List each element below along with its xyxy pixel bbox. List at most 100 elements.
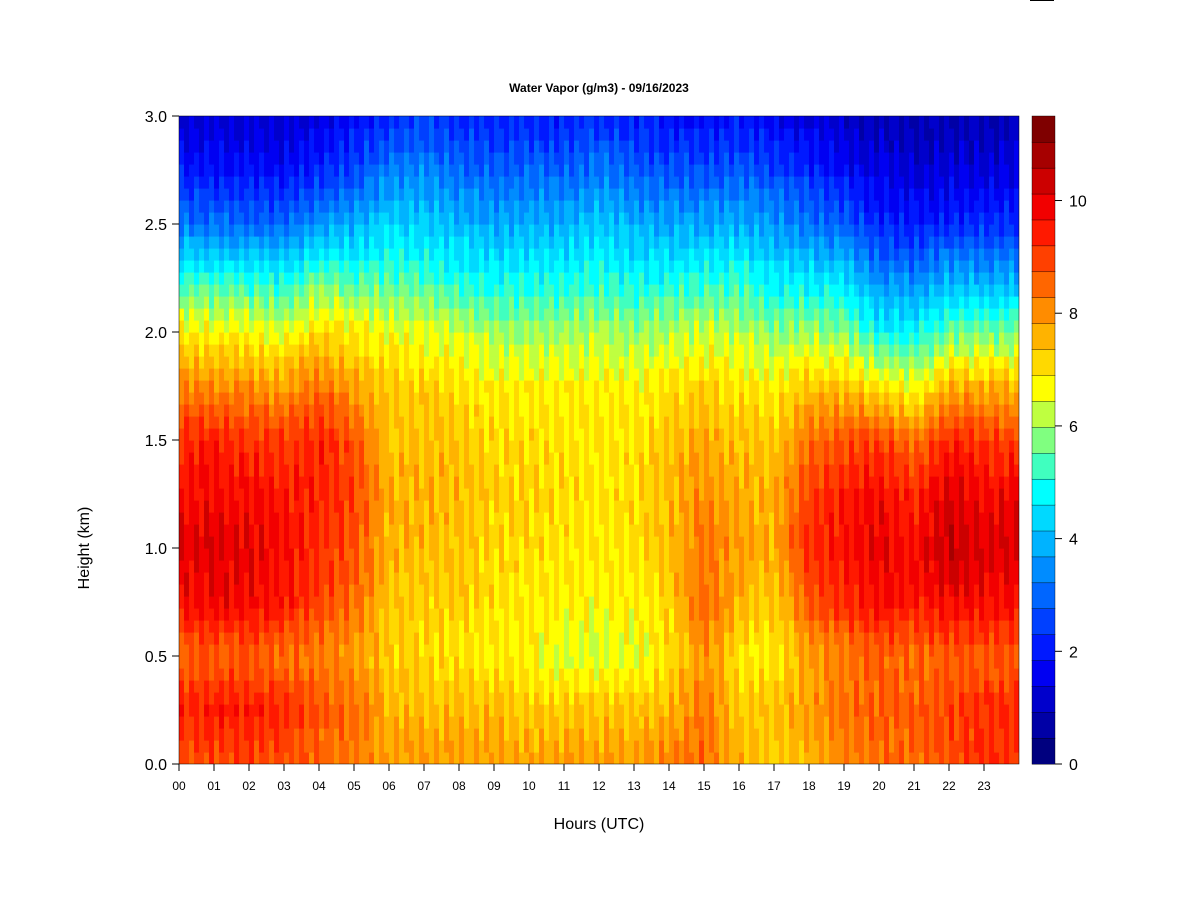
heatmap-cell bbox=[409, 452, 415, 465]
heatmap-cell bbox=[404, 704, 410, 717]
heatmap-cell bbox=[619, 404, 625, 417]
heatmap-cell bbox=[509, 500, 515, 513]
heatmap-cell bbox=[269, 596, 275, 609]
heatmap-cell bbox=[629, 740, 635, 753]
heatmap-cell bbox=[609, 452, 615, 465]
heatmap-cell bbox=[434, 284, 440, 297]
heatmap-cell bbox=[359, 632, 365, 645]
heatmap-cell bbox=[494, 128, 500, 141]
heatmap-cell bbox=[254, 680, 260, 693]
heatmap-cell bbox=[389, 260, 395, 273]
heatmap-cell bbox=[424, 308, 430, 321]
heatmap-cell bbox=[404, 632, 410, 645]
heatmap-cell bbox=[539, 416, 545, 429]
heatmap-cell bbox=[494, 236, 500, 249]
heatmap-cell bbox=[199, 440, 205, 453]
heatmap-cell bbox=[604, 572, 610, 585]
heatmap-cell bbox=[229, 260, 235, 273]
heatmap-cell bbox=[339, 392, 345, 405]
heatmap-cell bbox=[274, 560, 280, 573]
heatmap-cell bbox=[374, 428, 380, 441]
heatmap-cell bbox=[309, 488, 315, 501]
heatmap-cell bbox=[294, 536, 300, 549]
heatmap-cell bbox=[609, 716, 615, 729]
heatmap-cell bbox=[504, 224, 510, 237]
heatmap-cell bbox=[244, 212, 250, 225]
heatmap-cell bbox=[619, 512, 625, 525]
heatmap-cell bbox=[319, 488, 325, 501]
heatmap-cell bbox=[534, 440, 540, 453]
heatmap-cell bbox=[584, 356, 590, 369]
heatmap-cell bbox=[199, 584, 205, 597]
heatmap-cell bbox=[374, 452, 380, 465]
heatmap-cell bbox=[209, 632, 215, 645]
heatmap-cell bbox=[569, 440, 575, 453]
heatmap-cell bbox=[509, 656, 515, 669]
heatmap-cell bbox=[504, 644, 510, 657]
heatmap-cell bbox=[409, 512, 415, 525]
heatmap-cell bbox=[244, 476, 250, 489]
heatmap-cell bbox=[459, 332, 465, 345]
heatmap-cell bbox=[619, 116, 625, 129]
heatmap-cell bbox=[369, 152, 375, 165]
heatmap-cell bbox=[364, 572, 370, 585]
heatmap-cell bbox=[529, 752, 535, 764]
heatmap-cell bbox=[599, 188, 605, 201]
heatmap-cell bbox=[324, 692, 330, 705]
heatmap-cell bbox=[474, 380, 480, 393]
heatmap-cell bbox=[429, 548, 435, 561]
heatmap-cell bbox=[629, 320, 635, 333]
heatmap-cell bbox=[564, 668, 570, 681]
heatmap-cell bbox=[534, 500, 540, 513]
heatmap-cell bbox=[429, 320, 435, 333]
heatmap-cell bbox=[194, 320, 200, 333]
heatmap-cell bbox=[289, 164, 295, 177]
heatmap-cell bbox=[184, 188, 190, 201]
heatmap-cell bbox=[589, 416, 595, 429]
heatmap-cell bbox=[434, 248, 440, 261]
heatmap-cell bbox=[184, 620, 190, 633]
heatmap-cell bbox=[179, 560, 185, 573]
heatmap-cell bbox=[399, 176, 405, 189]
heatmap-cell bbox=[234, 440, 240, 453]
heatmap-cell bbox=[284, 512, 290, 525]
heatmap-cell bbox=[294, 572, 300, 585]
heatmap-cell bbox=[344, 488, 350, 501]
heatmap-cell bbox=[504, 596, 510, 609]
heatmap-cell bbox=[344, 416, 350, 429]
heatmap-cell bbox=[254, 548, 260, 561]
heatmap-cell bbox=[374, 164, 380, 177]
heatmap-cell bbox=[394, 248, 400, 261]
heatmap-cell bbox=[229, 440, 235, 453]
heatmap-cell bbox=[234, 212, 240, 225]
heatmap-cell bbox=[429, 644, 435, 657]
heatmap-cell bbox=[554, 260, 560, 273]
heatmap-cell bbox=[439, 356, 445, 369]
heatmap-cell bbox=[449, 188, 455, 201]
heatmap-cell bbox=[399, 140, 405, 153]
heatmap-cell bbox=[179, 584, 185, 597]
heatmap-cell bbox=[474, 488, 480, 501]
heatmap-cell bbox=[519, 452, 525, 465]
heatmap-cell bbox=[569, 608, 575, 621]
heatmap-cell bbox=[609, 116, 615, 129]
heatmap-cell bbox=[324, 368, 330, 381]
heatmap-cell bbox=[634, 596, 640, 609]
heatmap-cell bbox=[284, 728, 290, 741]
heatmap-cell bbox=[484, 368, 490, 381]
heatmap-cell bbox=[329, 428, 335, 441]
heatmap-cell bbox=[359, 704, 365, 717]
heatmap-cell bbox=[289, 584, 295, 597]
heatmap-cell bbox=[489, 500, 495, 513]
heatmap-cell bbox=[279, 596, 285, 609]
heatmap-cell bbox=[354, 596, 360, 609]
heatmap-cell bbox=[569, 236, 575, 249]
heatmap-cell bbox=[639, 464, 645, 477]
heatmap-cell bbox=[429, 704, 435, 717]
heatmap-cell bbox=[359, 464, 365, 477]
heatmap-cell bbox=[584, 320, 590, 333]
heatmap-cell bbox=[264, 452, 270, 465]
heatmap-cell bbox=[499, 680, 505, 693]
heatmap-cell bbox=[314, 248, 320, 261]
heatmap-cell bbox=[184, 344, 190, 357]
